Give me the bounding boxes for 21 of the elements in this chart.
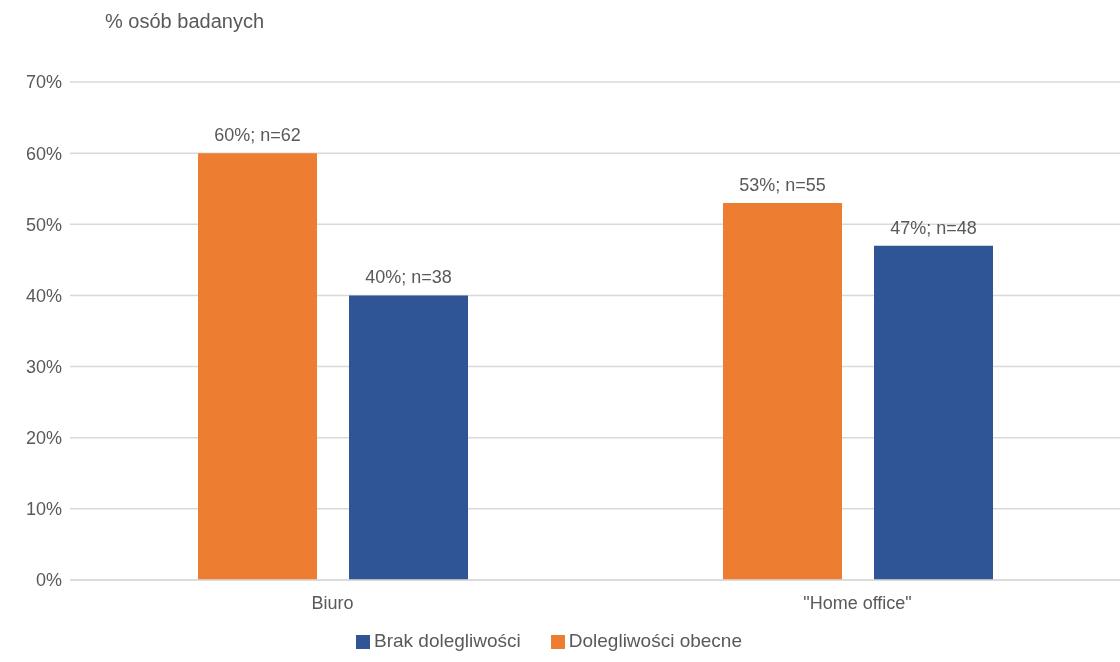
y-tick-label: 60% (25, 143, 62, 164)
x-tick-label: Biuro (311, 592, 354, 613)
x-tick-label: "Home office" (803, 592, 912, 613)
bar (349, 295, 468, 580)
legend-label: Dolegliwości obecne (568, 630, 742, 651)
y-tick-label: 30% (25, 356, 62, 377)
data-label: 60%; n=62 (214, 125, 301, 146)
y-tick-label: 10% (25, 499, 62, 520)
bar (723, 202, 842, 580)
y-tick-label: 50% (25, 214, 62, 235)
y-tick-label: 40% (25, 285, 62, 306)
y-tick-label: 0% (35, 570, 62, 591)
data-label: 47%; n=48 (890, 217, 977, 238)
bar (198, 153, 317, 580)
bar (874, 245, 993, 580)
data-label: 53%; n=55 (739, 174, 826, 195)
y-tick-label: 20% (25, 428, 62, 449)
data-label: 40%; n=38 (365, 267, 452, 288)
legend-label: Brak dolegliwości (373, 630, 521, 651)
y-axis-title: % osób badanych (105, 10, 265, 33)
y-tick-label: 70% (25, 72, 62, 93)
